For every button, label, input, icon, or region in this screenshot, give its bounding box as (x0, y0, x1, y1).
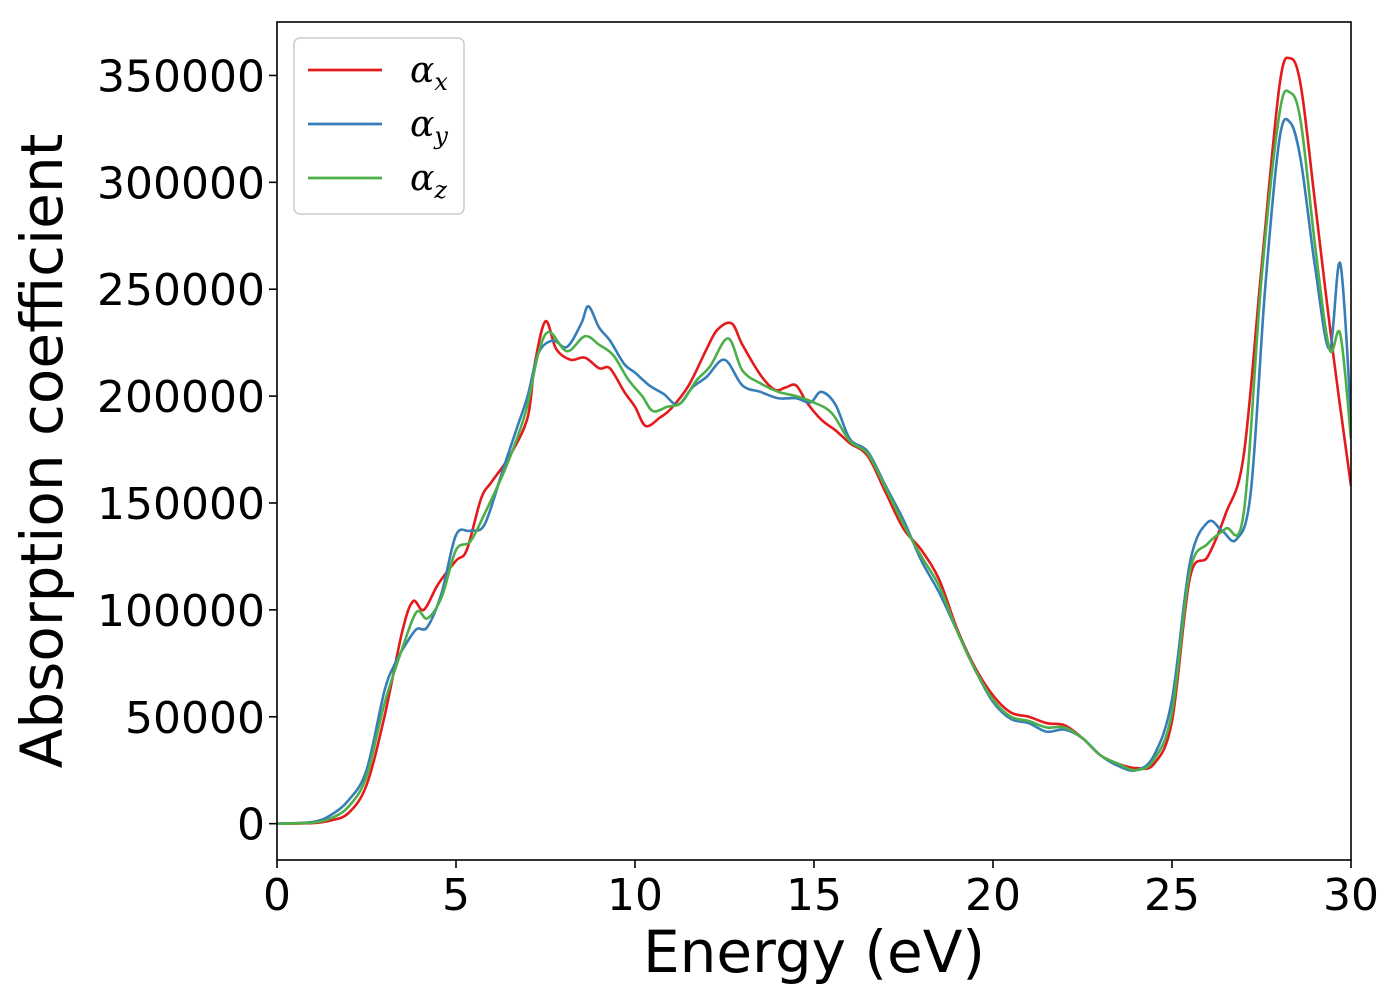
series-line-z (277, 89, 1351, 825)
x-tick-label: 25 (1144, 870, 1200, 921)
legend-label: αx (410, 50, 448, 96)
x-tick-label: 5 (442, 870, 470, 921)
y-tick-label: 200000 (97, 372, 265, 423)
legend-label: αy (410, 104, 448, 150)
y-tick-label: 100000 (97, 586, 265, 637)
y-tick-label: 0 (237, 800, 265, 851)
series-layer (277, 56, 1351, 825)
y-tick-label: 300000 (97, 158, 265, 209)
x-tick-label: 20 (965, 870, 1021, 921)
x-tick-label: 15 (786, 870, 842, 921)
legend-frame (293, 37, 465, 215)
y-tick-label: 150000 (97, 479, 265, 530)
y-tick-label: 350000 (97, 51, 265, 102)
x-tick-label: 10 (607, 870, 663, 921)
y-tick-label: 50000 (125, 693, 265, 744)
x-tick-label: 0 (263, 870, 291, 921)
x-tick-label: 30 (1323, 870, 1379, 921)
series-line-x (277, 56, 1351, 825)
legend-item-y: αy (308, 104, 448, 150)
y-axis-title: Absorption coefficient (8, 134, 76, 769)
legend-label: αz (410, 158, 447, 204)
x-axis-title: Energy (eV) (643, 918, 985, 986)
x-axis: 0 5 10 15 20 25 30 (263, 860, 1379, 921)
series-line-y (277, 117, 1351, 825)
y-axis: 0 50000 100000 150000 200000 250000 300000 3500… (97, 51, 277, 851)
legend-item-z: αz (308, 158, 447, 204)
y-tick-label: 250000 (97, 265, 265, 316)
legend: αx αy αz (293, 37, 465, 215)
legend-item-x: αx (308, 50, 448, 96)
